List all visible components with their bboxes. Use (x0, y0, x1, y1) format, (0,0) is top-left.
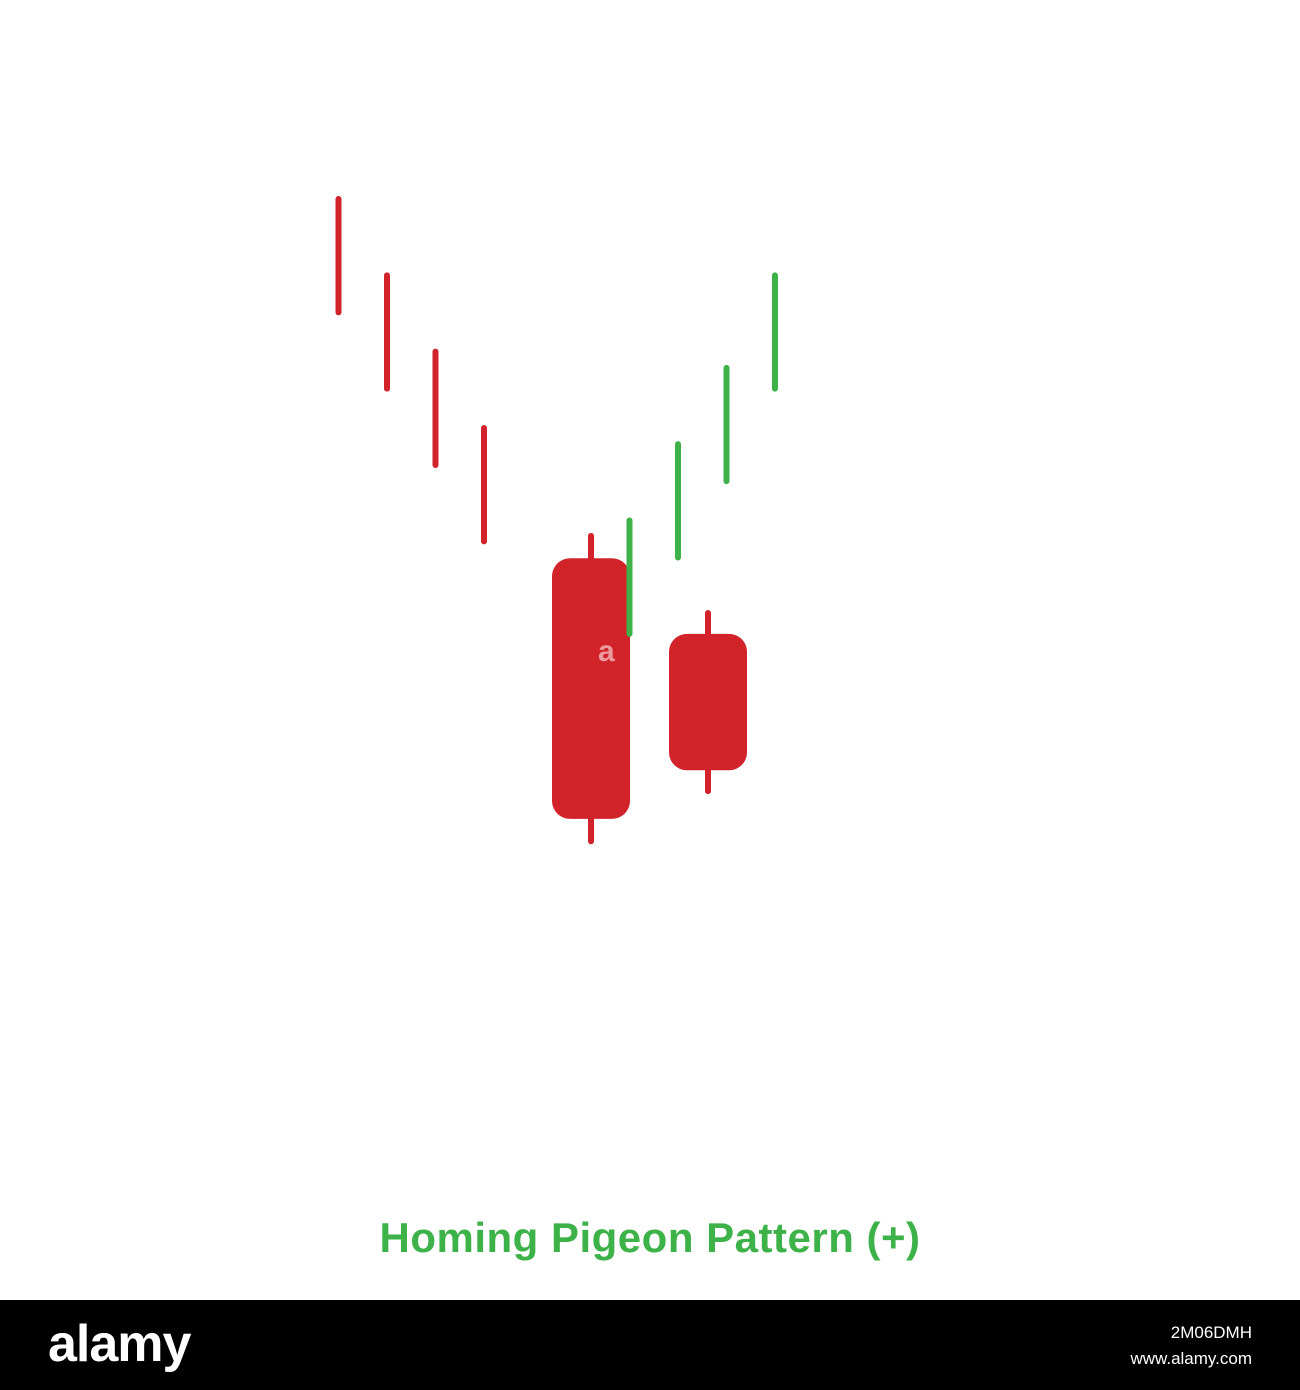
candle-5-body (552, 558, 630, 819)
candle-6 (669, 610, 747, 795)
chart-area: a (335, 196, 778, 845)
alamy-logo[interactable]: alamy (48, 1315, 191, 1373)
footer-bar: alamy 2M06DMH www.alamy.com (0, 1300, 1300, 1390)
candle-6-body (669, 633, 747, 771)
candle-5 (552, 532, 630, 845)
site-url[interactable]: www.alamy.com (1130, 1349, 1252, 1368)
watermark: a (598, 635, 615, 668)
image-id: 2M06DMH (1170, 1323, 1252, 1342)
candlestick-chart (335, 196, 778, 845)
pattern-title: Homing Pigeon Pattern (+) (379, 1214, 921, 1261)
